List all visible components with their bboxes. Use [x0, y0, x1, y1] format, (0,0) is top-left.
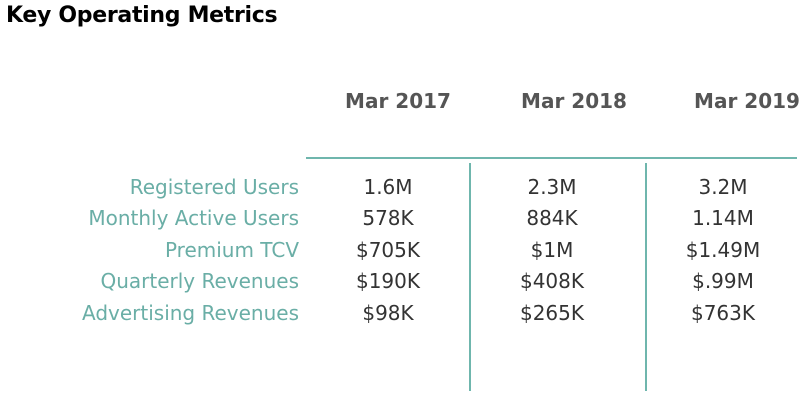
- column-header-mar-2018: Mar 2018: [521, 89, 627, 113]
- table-cell: $1.49M: [685, 238, 761, 262]
- table-cell: $705K: [355, 238, 420, 262]
- column-header-mar-2017: Mar 2017: [345, 89, 451, 113]
- page-title: Key Operating Metrics: [6, 3, 278, 28]
- column-divider-1: [469, 163, 471, 391]
- row-label: Advertising Revenues: [81, 301, 299, 325]
- table-cell: $.99M: [692, 269, 754, 293]
- table-cell: 2.3M: [527, 175, 577, 199]
- table-cell: $763K: [690, 301, 755, 325]
- table-cell: 884K: [526, 206, 578, 230]
- table-cell: $98K: [362, 301, 414, 325]
- row-label: Premium TCV: [164, 238, 299, 262]
- table-cell: $265K: [519, 301, 584, 325]
- table-cell: 1.6M: [363, 175, 413, 199]
- column-divider-2: [645, 163, 647, 391]
- table-cell: $1M: [530, 238, 574, 262]
- row-label: Monthly Active Users: [88, 206, 299, 230]
- header-divider: [306, 157, 797, 159]
- table-cell: $190K: [355, 269, 420, 293]
- row-label: Quarterly Revenues: [100, 269, 299, 293]
- row-label: Registered Users: [129, 175, 299, 199]
- table-cell: 578K: [362, 206, 414, 230]
- table-cell: 1.14M: [692, 206, 754, 230]
- column-header-mar-2019: Mar 2019: [694, 89, 800, 113]
- table-cell: $408K: [519, 269, 584, 293]
- table-cell: 3.2M: [698, 175, 748, 199]
